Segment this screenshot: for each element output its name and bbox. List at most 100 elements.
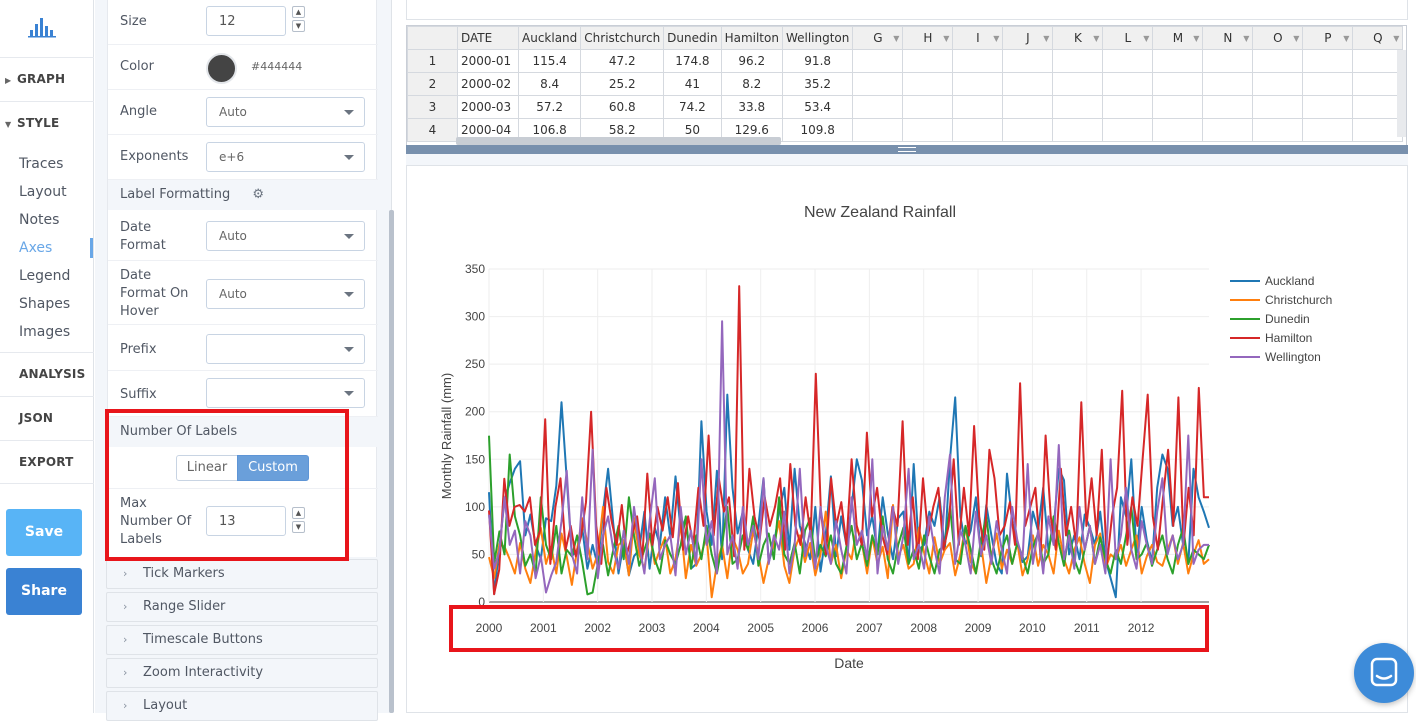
table-cell[interactable]: 8.2	[720, 72, 783, 96]
column-header[interactable]: Hamilton	[720, 26, 783, 50]
nav-item-images[interactable]: Images	[19, 324, 71, 340]
table-cell[interactable]	[1302, 49, 1354, 73]
column-header[interactable]: J ▼	[1002, 26, 1054, 50]
column-menu-icon[interactable]: ▼	[1093, 34, 1100, 43]
column-header[interactable]: Christchurch	[580, 26, 665, 50]
table-cell[interactable]: 53.4	[781, 95, 854, 119]
share-button[interactable]: Share	[6, 568, 82, 615]
table-cell[interactable]	[1202, 49, 1254, 73]
column-header[interactable]: L ▼	[1102, 26, 1154, 50]
prefix-dropdown[interactable]	[206, 334, 365, 364]
save-button[interactable]: Save	[6, 509, 82, 556]
table-cell[interactable]	[1302, 72, 1354, 96]
column-menu-icon[interactable]: ▼	[1193, 34, 1200, 43]
table-cell[interactable]	[852, 49, 904, 73]
table-cell[interactable]	[1202, 118, 1254, 142]
table-cell[interactable]: 96.2	[720, 49, 783, 73]
table-cell[interactable]	[1202, 72, 1254, 96]
nav-json[interactable]: JSON	[0, 396, 94, 440]
nav-export[interactable]: EXPORT	[0, 440, 94, 484]
table-cell[interactable]	[1102, 95, 1154, 119]
table-cell[interactable]: 174.8	[663, 49, 722, 73]
table-cell[interactable]: 109.8	[781, 118, 854, 142]
table-cell[interactable]: 60.8	[580, 95, 665, 119]
max-labels-stepper[interactable]: ▲ ▼	[292, 507, 306, 535]
table-cell[interactable]	[852, 95, 904, 119]
table-cell[interactable]	[1052, 72, 1104, 96]
table-cell[interactable]	[1002, 95, 1054, 119]
nav-item-notes[interactable]: Notes	[19, 212, 60, 228]
section-zoom-interactivity[interactable]: › Zoom Interactivity	[106, 658, 378, 688]
column-header[interactable]: Dunedin	[663, 26, 722, 50]
table-cell[interactable]	[852, 118, 904, 142]
column-header[interactable]: Q ▼	[1352, 26, 1404, 50]
column-menu-icon[interactable]: ▼	[1043, 34, 1050, 43]
table-cell[interactable]	[1152, 118, 1204, 142]
table-cell[interactable]	[1152, 95, 1204, 119]
table-cell[interactable]: 2000-01	[457, 49, 519, 73]
gear-icon[interactable]: ⚙	[252, 187, 265, 202]
table-cell[interactable]	[1052, 118, 1104, 142]
table-cell[interactable]	[902, 95, 954, 119]
table-cell[interactable]	[1002, 72, 1054, 96]
nav-item-legend[interactable]: Legend	[19, 268, 71, 284]
table-cell[interactable]: 91.8	[781, 49, 854, 73]
custom-toggle[interactable]: Custom	[237, 455, 309, 481]
column-header[interactable]: M ▼	[1152, 26, 1204, 50]
column-header[interactable]: DATE	[457, 26, 519, 50]
linear-toggle[interactable]: Linear	[176, 455, 238, 481]
table-cell[interactable]	[1002, 49, 1054, 73]
column-menu-icon[interactable]: ▼	[1243, 34, 1250, 43]
column-menu-icon[interactable]: ▼	[943, 34, 950, 43]
size-stepper[interactable]: ▲ ▼	[292, 6, 306, 34]
max-labels-input[interactable]: 13	[206, 506, 286, 536]
nav-graph[interactable]: ▶ GRAPH	[0, 57, 94, 101]
drag-handle-icon[interactable]	[898, 147, 916, 152]
column-header[interactable]: K ▼	[1052, 26, 1104, 50]
table-cell[interactable]	[1302, 95, 1354, 119]
column-header[interactable]: O ▼	[1252, 26, 1304, 50]
column-header[interactable]: N ▼	[1202, 26, 1254, 50]
color-swatch[interactable]	[206, 53, 237, 84]
nav-analysis[interactable]: ANALYSIS	[0, 352, 94, 396]
nav-item-layout[interactable]: Layout	[19, 184, 67, 200]
chat-launcher[interactable]	[1354, 643, 1414, 703]
table-cell[interactable]	[1002, 118, 1054, 142]
table-cell[interactable]: 47.2	[580, 49, 665, 73]
column-menu-icon[interactable]: ▼	[1393, 34, 1400, 43]
data-grid[interactable]: DATE Auckland Christchurch Dunedin Hamilton W…	[406, 25, 1407, 147]
table-cell[interactable]: 25.2	[580, 72, 665, 96]
column-menu-icon[interactable]: ▼	[1343, 34, 1350, 43]
date-format-dropdown[interactable]: Auto	[206, 221, 365, 251]
date-hover-dropdown[interactable]: Auto	[206, 279, 365, 309]
decrement-icon[interactable]: ▼	[292, 20, 305, 32]
table-cell[interactable]	[902, 72, 954, 96]
table-cell[interactable]	[1102, 49, 1154, 73]
exponents-dropdown[interactable]: e+6	[206, 142, 365, 172]
angle-dropdown[interactable]: Auto	[206, 97, 365, 127]
table-cell[interactable]	[1252, 118, 1304, 142]
column-menu-icon[interactable]: ▼	[1293, 34, 1300, 43]
decrement-icon[interactable]: ▼	[292, 521, 305, 533]
section-tick-markers[interactable]: › Tick Markers	[106, 559, 378, 589]
table-cell[interactable]: 57.2	[517, 95, 582, 119]
column-menu-icon[interactable]: ▼	[893, 34, 900, 43]
table-cell[interactable]	[1252, 95, 1304, 119]
panel-scrollbar[interactable]	[389, 210, 394, 713]
table-cell[interactable]	[1352, 118, 1404, 142]
column-menu-icon[interactable]: ▼	[993, 34, 1000, 43]
increment-icon[interactable]: ▲	[292, 507, 305, 519]
table-cell[interactable]: 2000-03	[457, 95, 519, 119]
column-header[interactable]: H ▼	[902, 26, 954, 50]
table-cell[interactable]	[1152, 72, 1204, 96]
size-input[interactable]: 12	[206, 6, 286, 36]
column-header[interactable]: P ▼	[1302, 26, 1354, 50]
table-cell[interactable]: 74.2	[663, 95, 722, 119]
table-cell[interactable]	[902, 49, 954, 73]
pane-splitter[interactable]	[406, 145, 1408, 154]
chart-container[interactable]: New Zealand Rainfall 0 50 100 150 200 250 300 35…	[406, 165, 1408, 713]
nav-item-shapes[interactable]: Shapes	[19, 296, 71, 312]
table-cell[interactable]	[852, 72, 904, 96]
column-header[interactable]: Wellington	[781, 26, 854, 50]
section-timescale-buttons[interactable]: › Timescale Buttons	[106, 625, 378, 655]
